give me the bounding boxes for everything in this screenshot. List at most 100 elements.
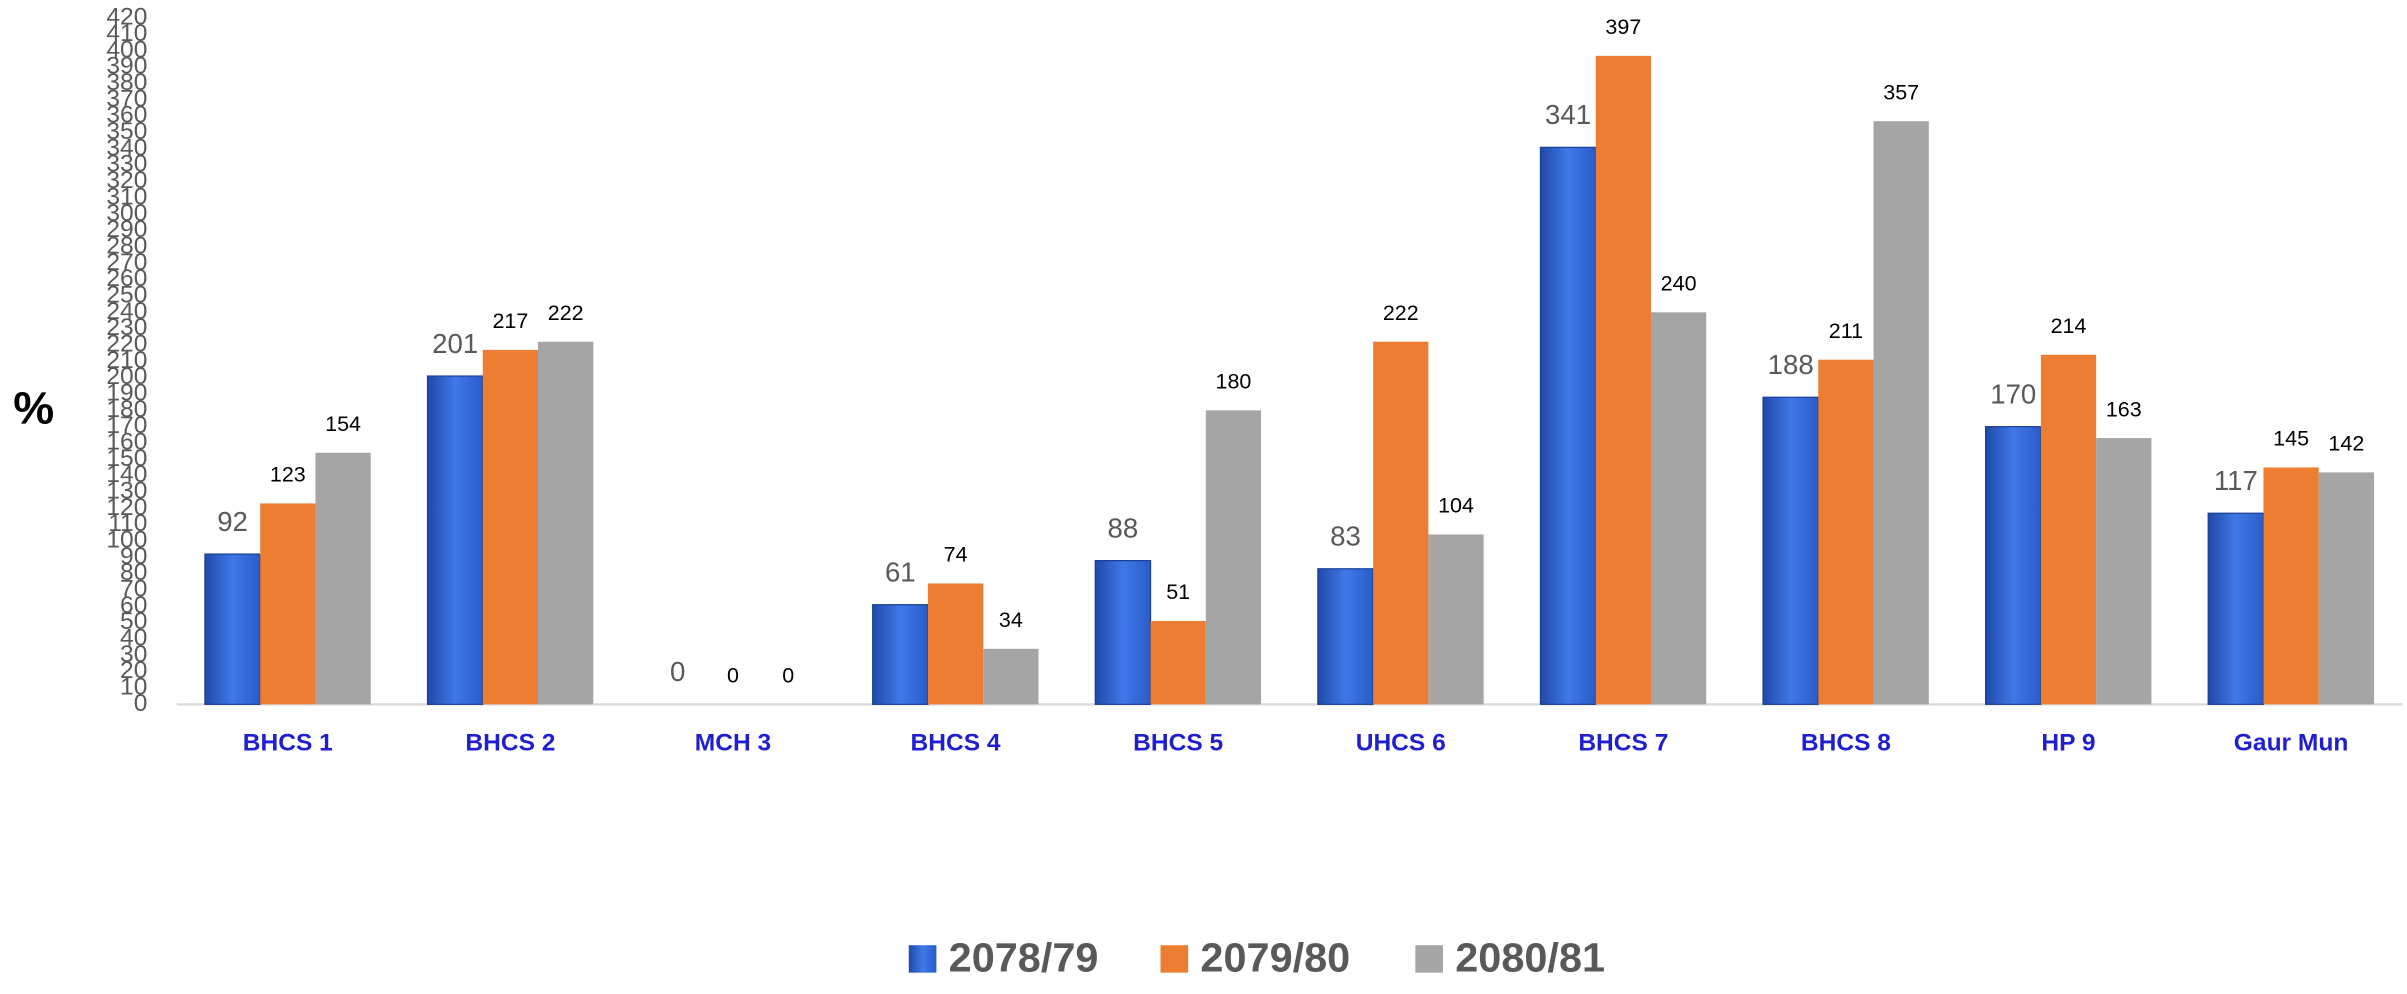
y-tick-label: 250 (106, 281, 147, 308)
bar (1985, 426, 2042, 705)
data-label: 222 (548, 301, 584, 325)
data-label: 180 (1216, 370, 1252, 394)
bar (1205, 410, 1262, 705)
y-tick-label: 150 (106, 445, 147, 472)
y-tick-label: 40 (120, 625, 147, 652)
data-label: 201 (432, 328, 478, 359)
y-tick-label: 370 (106, 85, 147, 112)
legend-label: 2078/79 (949, 934, 1099, 980)
y-tick-label: 170 (106, 412, 147, 439)
data-label: 123 (270, 463, 306, 487)
y-tick-label: 120 (106, 494, 147, 521)
y-tick-label: 70 (120, 576, 147, 603)
y-tick-label: 310 (106, 183, 147, 210)
bar (927, 583, 984, 705)
bar (2263, 467, 2319, 705)
data-label: 211 (1829, 319, 1863, 343)
y-tick-label: 380 (106, 69, 147, 96)
bar (1818, 359, 1874, 705)
x-tick-label: MCH 3 (695, 729, 771, 756)
y-tick-label: 410 (106, 20, 147, 47)
y-tick-label: 0 (134, 690, 148, 717)
data-label: 104 (1438, 494, 1474, 518)
bar (2096, 438, 2152, 705)
bar (204, 553, 261, 705)
bar (983, 648, 1039, 705)
x-tick-label: BHCS 7 (1578, 729, 1668, 756)
legend-swatch (908, 945, 937, 973)
y-tick-label: 260 (106, 265, 147, 292)
y-tick-label: 190 (106, 380, 147, 407)
y-tick-label: 320 (106, 167, 147, 194)
x-tick-label: UHCS 6 (1356, 729, 1446, 756)
data-label: 341 (1545, 99, 1591, 130)
data-label: 142 (2328, 432, 2364, 456)
legend-label: 2079/80 (1200, 934, 1350, 980)
data-label: 145 (2273, 427, 2309, 451)
bar (1595, 55, 1651, 705)
bar (1762, 396, 1819, 705)
y-axis-label: % (13, 382, 54, 434)
y-tick-label: 340 (106, 134, 147, 161)
data-label: 154 (325, 412, 361, 436)
y-tick-label: 350 (106, 118, 147, 145)
bar (1150, 621, 1206, 705)
y-tick-label: 90 (120, 543, 147, 570)
y-tick-label: 270 (106, 249, 147, 276)
data-label: 0 (670, 656, 685, 687)
data-label: 222 (1383, 301, 1419, 325)
bar (1650, 312, 1707, 705)
x-tick-label: BHCS 5 (1133, 729, 1223, 756)
data-label: 61 (885, 557, 916, 588)
bar (1317, 568, 1374, 705)
y-tick-label: 390 (106, 53, 147, 80)
y-tick-label: 110 (108, 510, 147, 537)
y-tick-label: 30 (120, 641, 147, 668)
x-tick-label: HP 9 (2041, 729, 2095, 756)
x-tick-label: BHCS 2 (465, 729, 555, 756)
y-tick-label: 230 (106, 314, 147, 341)
bar (482, 349, 539, 705)
bar (1873, 121, 1929, 705)
x-tick-label: BHCS 4 (911, 729, 1001, 756)
data-label: 240 (1661, 272, 1697, 296)
data-label: 88 (1108, 512, 1139, 543)
y-tick-label: 130 (106, 478, 147, 505)
y-tick-label: 360 (106, 102, 147, 129)
bar (1094, 559, 1152, 705)
x-tick-label: BHCS 1 (243, 729, 333, 756)
data-label: 397 (1605, 15, 1641, 39)
y-tick-label: 100 (106, 527, 147, 554)
y-tick-label: 220 (106, 331, 147, 358)
y-tick-label: 330 (106, 151, 147, 178)
bar (538, 341, 594, 705)
data-label: 92 (217, 506, 248, 537)
legend-swatch (1160, 945, 1189, 973)
bar (315, 452, 371, 705)
data-label: 74 (944, 543, 968, 567)
y-tick-label: 80 (120, 559, 147, 586)
y-tick-label: 10 (120, 674, 147, 701)
y-tick-label: 210 (106, 347, 147, 374)
bar (1428, 534, 1484, 705)
data-label: 357 (1883, 80, 1919, 104)
legend-label: 2080/81 (1455, 934, 1605, 980)
y-tick-label: 140 (106, 461, 147, 488)
y-tick-label: 180 (106, 396, 147, 423)
bar (2318, 472, 2374, 705)
bar (1539, 146, 1597, 705)
data-label: 188 (1768, 349, 1814, 380)
bar (872, 604, 929, 705)
y-tick-label: 290 (106, 216, 147, 243)
data-label: 117 (2214, 465, 2258, 496)
y-tick-label: 200 (106, 363, 147, 390)
y-tick-label: 160 (106, 429, 147, 456)
bar (260, 503, 316, 705)
y-tick-label: 420 (106, 4, 147, 31)
y-tick-label: 280 (106, 232, 147, 259)
data-label: 83 (1330, 521, 1361, 552)
data-label: 217 (492, 309, 528, 333)
y-tick-label: 300 (106, 200, 147, 227)
data-label: 0 (782, 664, 794, 688)
